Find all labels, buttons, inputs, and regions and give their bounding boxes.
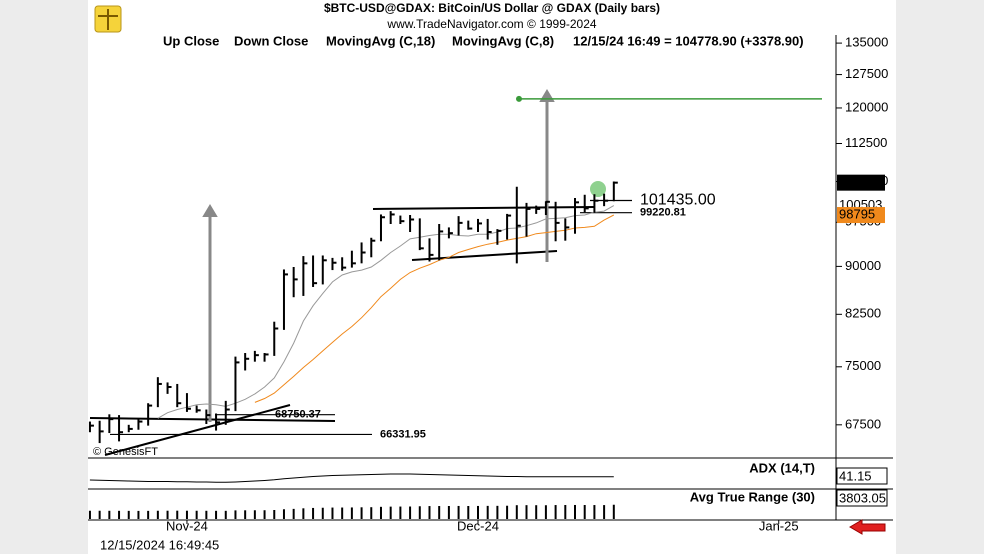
legend-entry: MovingAvg (C,18) — [326, 33, 435, 48]
price-label-box — [837, 174, 885, 191]
adx-value-box — [836, 467, 888, 485]
level-label: 66331.95 — [380, 428, 426, 440]
moving-average-line — [157, 205, 615, 419]
x-tick-label: Nov-24 — [166, 518, 208, 533]
y-tick-label: 67500 — [845, 416, 881, 431]
x-tick-label: Jan-25 — [759, 518, 799, 533]
readout: 12/15/24 16:49 = 104778.90 (+3378.90) — [573, 33, 804, 48]
drawings — [89, 89, 596, 456]
adx-value: 41.15 — [839, 468, 872, 483]
target-dot — [516, 95, 522, 102]
legend-entry: MovingAvg (C,8) — [452, 33, 554, 48]
price-label: 98795 — [839, 206, 875, 221]
adx-line — [89, 473, 614, 483]
price-label-box — [837, 207, 885, 224]
y-tick-label: 82500 — [845, 306, 881, 321]
adx-name: ADX (14,T) — [749, 460, 815, 475]
atr-name: Avg True Range (30) — [690, 489, 815, 504]
y-tick-label: 120000 — [845, 99, 888, 114]
price-label: 104778 — [839, 174, 882, 189]
legend-up: Up Close — [163, 33, 219, 48]
legend-down: Down Close — [234, 33, 308, 48]
moving-average-line — [254, 214, 615, 403]
y-tick-label: 135000 — [845, 35, 888, 50]
highlight-dot — [590, 181, 606, 197]
chart-title: $BTC-USD@GDAX: BitCoin/US Dollar @ GDAX … — [324, 1, 660, 15]
y-tick-label: 75000 — [845, 358, 881, 373]
atr-value-box — [836, 489, 888, 507]
level-label: 99220.81 — [640, 207, 686, 219]
level-label: 68750.37 — [275, 409, 321, 421]
y-tick-label: 127500 — [845, 66, 888, 81]
chart-subtitle: www.TradeNavigator.com © 1999-2024 — [386, 17, 596, 31]
y-tick-label: 90000 — [845, 258, 881, 273]
level-label: 101435.00 — [640, 192, 716, 209]
scroll-arrow[interactable] — [849, 519, 886, 535]
y-tick-label: 112500 — [845, 135, 887, 150]
watermark: © GenesisFT — [93, 446, 158, 458]
atr-value: 3803.05 — [839, 490, 886, 505]
x-tick-label: Dec-24 — [457, 518, 499, 533]
timestamp: 12/15/2024 16:49:45 — [100, 537, 219, 552]
panel-background — [88, 0, 896, 554]
logo — [94, 5, 122, 33]
